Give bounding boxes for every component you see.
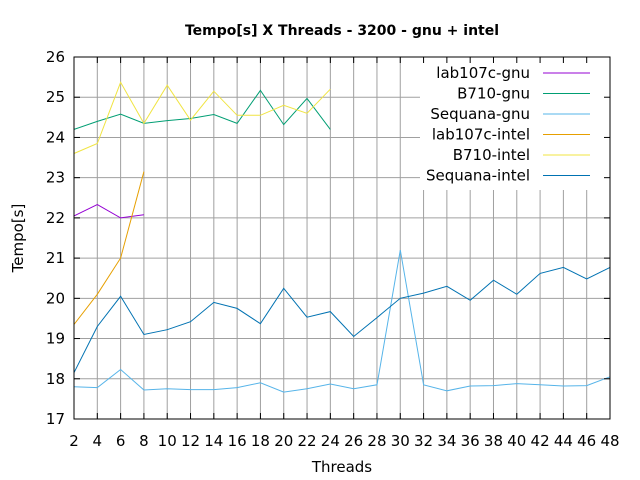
x-tick-label: 38 xyxy=(484,432,503,450)
y-tick-label: 19 xyxy=(46,330,65,348)
x-tick-label: 4 xyxy=(93,432,103,450)
x-tick-label: 28 xyxy=(367,432,386,450)
x-tick-label: 40 xyxy=(507,432,526,450)
x-tick-label: 2 xyxy=(69,432,79,450)
series-line-Sequana-gnu xyxy=(73,250,611,393)
x-tick-label: 48 xyxy=(600,432,619,450)
y-tick-label: 25 xyxy=(46,88,65,106)
y-tick-label: 20 xyxy=(46,289,65,307)
legend-label: B710-intel xyxy=(453,146,530,164)
x-tick-label: 8 xyxy=(139,432,149,450)
grid xyxy=(74,57,610,419)
x-tick-label: 44 xyxy=(554,432,573,450)
x-tick-label: 18 xyxy=(251,432,270,450)
y-tick-label: 26 xyxy=(46,48,65,66)
legend: lab107c-gnu B710-gnu Sequana-gnu lab107c-in… xyxy=(426,64,590,185)
y-tick-label: 18 xyxy=(46,370,65,388)
y-tick-label: 17 xyxy=(46,410,65,428)
x-tick-label: 32 xyxy=(414,432,433,450)
series-line-lab107c-intel xyxy=(73,171,145,325)
series-line-B710-gnu xyxy=(73,89,331,130)
x-tick-label: 46 xyxy=(577,432,596,450)
series-lines xyxy=(73,81,611,393)
axis-ticks: 2 4 6 8 10 12 14 16 18 20 22 24 26 28 30 32 34 36 38 40 42 44… xyxy=(46,48,620,450)
legend-label: Sequana-intel xyxy=(426,167,530,185)
series-line-B710-intel xyxy=(73,81,331,154)
x-tick-label: 42 xyxy=(531,432,550,450)
x-tick-label: 36 xyxy=(461,432,480,450)
x-tick-label: 20 xyxy=(274,432,293,450)
x-axis-label: Threads xyxy=(311,458,372,476)
x-tick-label: 12 xyxy=(181,432,200,450)
y-tick-label: 21 xyxy=(46,249,65,267)
plot-frame xyxy=(73,56,611,420)
x-tick-label: 24 xyxy=(321,432,340,450)
legend-label: B710-gnu xyxy=(457,85,530,103)
y-axis-label: Tempo[s] xyxy=(9,204,27,274)
y-tick-label: 23 xyxy=(46,169,65,187)
y-tick-label: 24 xyxy=(46,128,65,146)
y-tick-label: 22 xyxy=(46,209,65,227)
x-tick-label: 6 xyxy=(116,432,126,450)
x-tick-label: 10 xyxy=(158,432,177,450)
legend-label: lab107c-gnu xyxy=(436,64,530,82)
x-tick-label: 30 xyxy=(391,432,410,450)
x-tick-label: 16 xyxy=(228,432,247,450)
legend-label: lab107c-intel xyxy=(432,126,530,144)
x-tick-label: 34 xyxy=(437,432,456,450)
x-tick-label: 22 xyxy=(297,432,316,450)
chart-title: Tempo[s] X Threads - 3200 - gnu + intel xyxy=(185,23,499,39)
series-line-Sequana-intel xyxy=(73,266,611,373)
x-tick-label: 26 xyxy=(344,432,363,450)
legend-label: Sequana-gnu xyxy=(430,105,530,123)
x-tick-label: 14 xyxy=(204,432,223,450)
